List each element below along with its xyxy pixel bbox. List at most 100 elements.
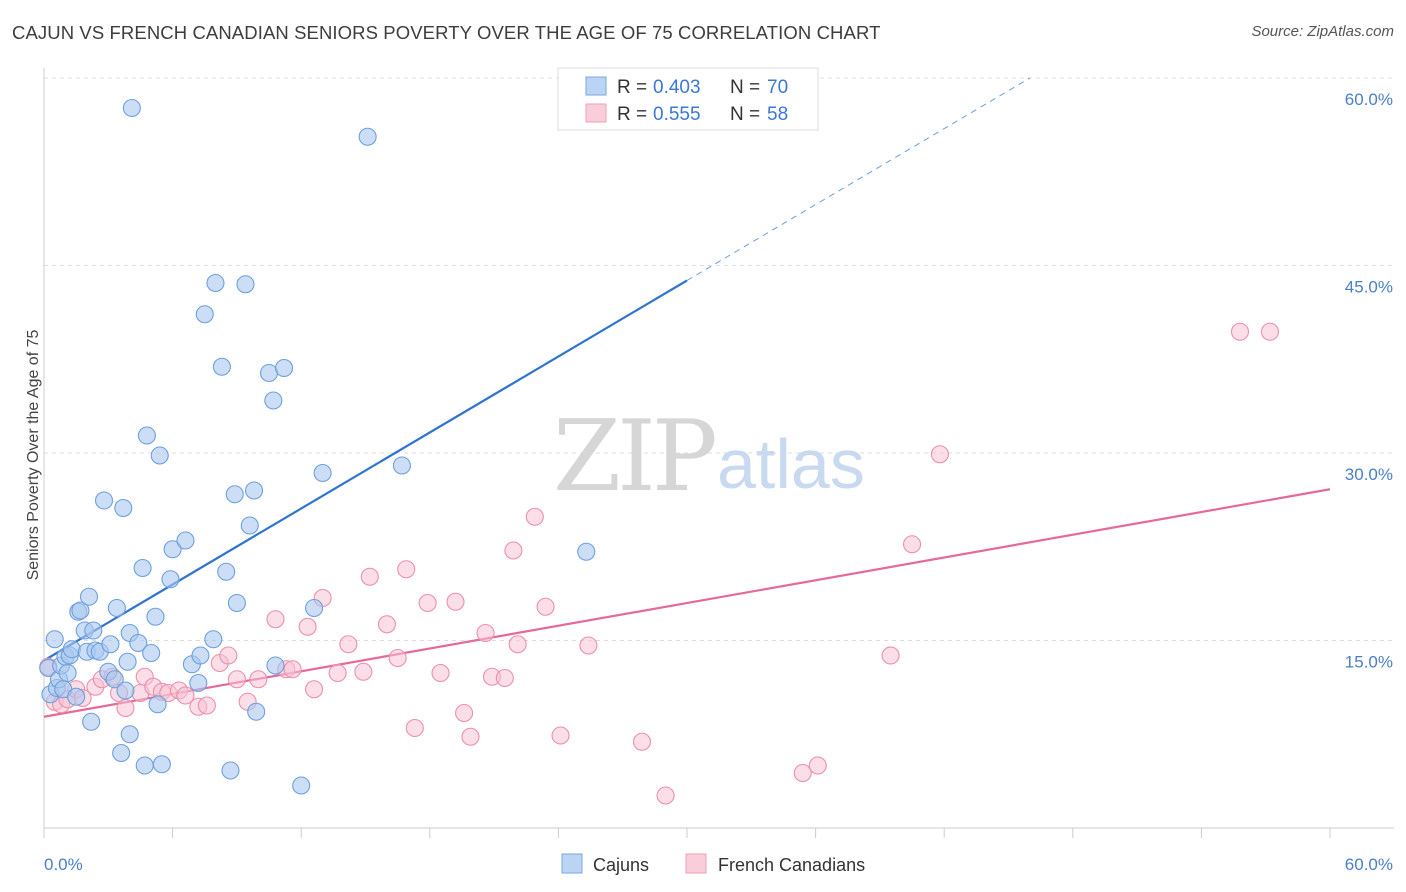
legend-n-value-2: 58 [767, 104, 788, 125]
point-french-canadians-17 [176, 686, 195, 705]
point-french-canadians-41 [446, 592, 465, 611]
legend-n-label-2: N = [730, 104, 760, 125]
point-cajuns-57 [240, 516, 259, 535]
point-french-canadians-24 [249, 670, 268, 689]
point-cajuns-68 [392, 456, 411, 475]
point-french-canadians-49 [525, 507, 544, 526]
point-cajuns-52 [217, 562, 236, 581]
point-cajuns-28 [116, 681, 135, 700]
point-french-canadians-27 [283, 660, 302, 679]
point-french-canadians-58 [902, 535, 922, 554]
grid-lines [44, 77, 1394, 641]
point-cajuns-11 [67, 687, 86, 706]
point-cajuns-49 [204, 630, 223, 649]
point-cajuns-21 [94, 491, 114, 510]
point-french-canadians-51 [551, 726, 570, 745]
point-french-canadians-55 [793, 763, 812, 783]
point-french-canadians-43 [461, 727, 480, 746]
point-cajuns-69 [577, 542, 596, 561]
point-cajuns-48 [195, 305, 214, 324]
point-french-canadians-54 [656, 786, 675, 805]
point-french-canadians-31 [328, 663, 347, 683]
point-french-canadians-34 [360, 567, 379, 586]
y-tick-labels: 15.0% 30.0% 45.0% 60.0% [1345, 90, 1393, 672]
legend-bottom-label-french-canadians: French Canadians [718, 855, 865, 875]
point-cajuns-47 [191, 646, 210, 665]
point-french-canadians-25 [266, 610, 285, 629]
point-cajuns-43 [163, 540, 182, 559]
point-french-canadians-22 [227, 670, 246, 689]
point-cajuns-63 [275, 358, 294, 378]
point-cajuns-27 [114, 498, 133, 518]
y-tick-label-0: 15.0% [1345, 653, 1393, 672]
point-french-canadians-42 [455, 703, 474, 723]
point-cajuns-29 [118, 652, 137, 671]
legend-n-label-1: N = [730, 77, 760, 98]
point-cajuns-32 [122, 98, 141, 118]
point-french-canadians-39 [418, 593, 437, 613]
point-french-canadians-35 [377, 615, 396, 634]
point-cajuns-51 [212, 357, 231, 376]
point-cajuns-36 [137, 426, 156, 445]
trendline-cajuns [43, 279, 688, 662]
point-cajuns-2 [45, 630, 64, 649]
point-cajuns-60 [259, 363, 279, 383]
point-cajuns-41 [152, 755, 171, 774]
x-tick-label-0: 0.0% [44, 855, 83, 874]
point-french-canadians-53 [632, 732, 652, 751]
point-cajuns-64 [292, 776, 311, 795]
point-french-canadians-32 [339, 635, 358, 654]
point-cajuns-61 [264, 391, 283, 410]
point-cajuns-53 [221, 761, 240, 780]
legend-swatch-french-canadians [585, 103, 607, 123]
point-french-canadians-52 [579, 636, 598, 655]
y-tick-label-1: 30.0% [1345, 465, 1393, 484]
point-cajuns-38 [146, 607, 165, 626]
point-cajuns-31 [120, 725, 139, 744]
legend-r-label-1: R = [617, 77, 647, 98]
point-cajuns-62 [266, 656, 285, 675]
watermark-zip: ZIP [553, 400, 715, 514]
point-cajuns-34 [133, 558, 152, 578]
point-french-canadians-57 [881, 646, 900, 665]
legend-r-value-1: 0.403 [653, 77, 701, 98]
point-cajuns-33 [129, 633, 148, 653]
point-cajuns-40 [150, 446, 169, 465]
point-cajuns-44 [176, 531, 195, 550]
point-cajuns-58 [244, 481, 264, 500]
point-cajuns-56 [236, 275, 255, 294]
point-french-canadians-36 [388, 648, 407, 668]
watermark-atlas: atlas [717, 425, 865, 503]
point-french-canadians-40 [431, 663, 450, 683]
point-cajuns-35 [135, 756, 154, 775]
axes [43, 68, 1394, 838]
point-cajuns-50 [206, 273, 225, 293]
point-cajuns-8 [58, 663, 77, 683]
legend-swatch-cajuns [585, 76, 607, 96]
point-french-canadians-56 [808, 756, 827, 775]
point-cajuns-54 [225, 485, 244, 504]
point-cajuns-39 [148, 695, 167, 714]
chart-title: CAJUN VS FRENCH CANADIAN SENIORS POVERTY… [12, 22, 881, 43]
point-cajuns-10 [62, 640, 81, 659]
series-cajuns [39, 98, 596, 795]
trend-lines [43, 77, 1331, 718]
legend-r-label-2: R = [617, 104, 647, 125]
point-cajuns-26 [112, 743, 131, 763]
point-french-canadians-19 [197, 696, 216, 715]
point-cajuns-17 [82, 712, 101, 731]
point-cajuns-16 [79, 587, 99, 606]
point-cajuns-55 [227, 593, 246, 613]
y-axis-title: Seniors Poverty Over the Age of 75 [25, 330, 42, 581]
y-tick-label-2: 45.0% [1345, 278, 1393, 297]
point-french-canadians-47 [504, 541, 523, 560]
legend-n-value-1: 70 [767, 77, 788, 98]
legend-bottom-label-cajuns: Cajuns [593, 855, 649, 875]
point-french-canadians-21 [219, 646, 238, 665]
point-cajuns-67 [358, 127, 377, 146]
trendline-cajuns-extension [686, 77, 1031, 281]
x-tick-labels: 0.0% 60.0% [44, 855, 1393, 874]
point-cajuns-18 [84, 621, 103, 640]
point-french-canadians-46 [495, 668, 514, 688]
